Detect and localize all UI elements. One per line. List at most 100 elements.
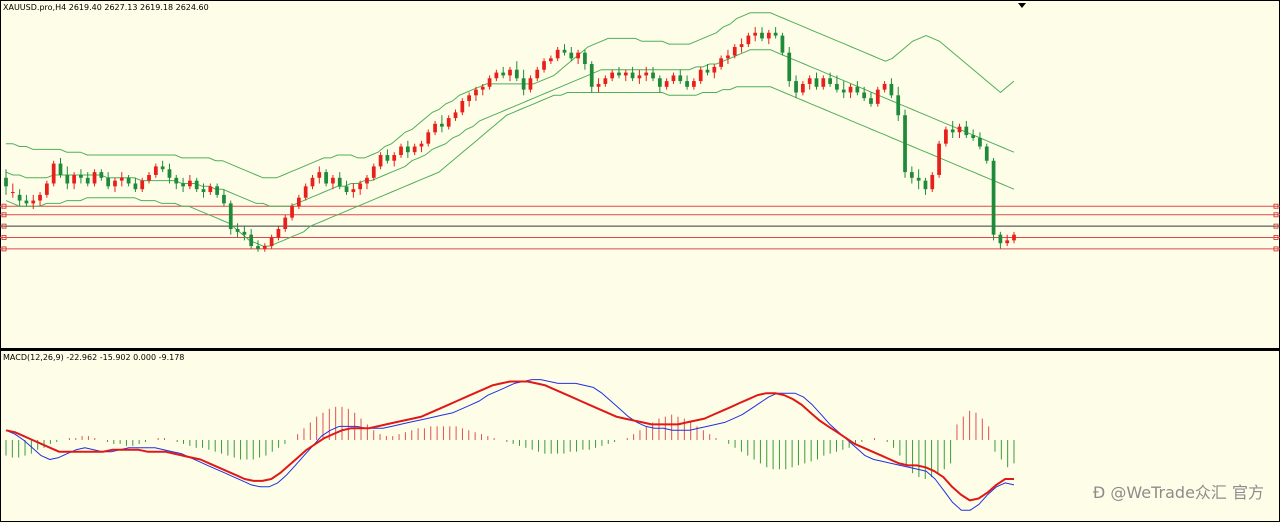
candle-body	[1012, 234, 1016, 241]
candle-body	[692, 81, 696, 87]
candle-body	[228, 203, 233, 229]
candle-body	[256, 246, 260, 249]
candle-body	[773, 32, 778, 36]
level-handle-right[interactable]	[1273, 223, 1279, 229]
level-handle-right[interactable]	[1273, 212, 1279, 218]
candle-body	[657, 78, 662, 87]
candle-body	[215, 186, 220, 195]
candle-body	[426, 132, 431, 144]
price-header: XAUUSD.pro,H4 2619.40 2627.13 2619.18 26…	[3, 3, 209, 13]
candle-body	[113, 180, 117, 187]
candle-body	[474, 89, 478, 96]
candle-body	[412, 146, 417, 153]
candle-body	[787, 52, 792, 82]
candle-body	[937, 143, 941, 175]
candle-body	[726, 55, 730, 59]
candle-body	[222, 194, 226, 204]
candle-body	[31, 200, 36, 204]
candle-body	[4, 177, 8, 187]
candle-body	[623, 72, 628, 76]
candle-body	[24, 200, 29, 204]
level-handle-left[interactable]	[1, 246, 7, 252]
candle-body	[262, 246, 267, 249]
bollinger-middle-line	[5, 49, 1015, 207]
candle-body	[283, 217, 288, 229]
candle-body	[514, 69, 519, 79]
bollinger-lower-line	[5, 86, 1015, 247]
candle-body	[583, 52, 587, 65]
level-handle-left[interactable]	[1, 235, 7, 241]
candle-body	[249, 234, 254, 247]
candle-body	[671, 75, 676, 82]
candle-body	[869, 98, 873, 104]
candle-body	[685, 81, 689, 87]
candle-body	[140, 180, 145, 190]
level-handle-right[interactable]	[1273, 246, 1279, 252]
candle-body	[399, 146, 403, 156]
candle-body	[153, 166, 158, 175]
candle-body	[44, 183, 49, 195]
candle-body	[875, 89, 880, 104]
candle-body	[555, 49, 560, 59]
candle-body	[65, 174, 70, 184]
candle-body	[290, 206, 294, 218]
candle-body	[208, 186, 213, 193]
candle-body	[978, 137, 982, 147]
candle-body	[800, 83, 805, 93]
level-handle-left[interactable]	[1, 223, 7, 229]
candle-body	[494, 72, 499, 79]
candle-body	[310, 177, 315, 187]
candle-body	[991, 160, 996, 235]
candle-body	[38, 194, 42, 201]
candle-body	[889, 83, 894, 96]
candle-body	[835, 83, 839, 90]
candle-body	[971, 135, 976, 138]
candle-body	[99, 172, 104, 178]
candle-body	[467, 95, 472, 102]
candle-body	[371, 166, 376, 178]
candle-body	[296, 197, 301, 207]
triangle-down-icon[interactable]	[1018, 3, 1026, 8]
candle-body	[562, 49, 567, 53]
macd-line	[5, 379, 1015, 511]
candle-body	[719, 58, 724, 67]
candle-body	[603, 78, 608, 84]
candle-body	[705, 69, 710, 73]
candle-body	[916, 177, 921, 181]
macd-values: -22.962 -15.902 0.000 -9.178	[66, 353, 185, 362]
candle-body	[378, 155, 383, 167]
candle-body	[909, 172, 914, 178]
candle-body	[807, 78, 812, 84]
candle-body	[521, 78, 526, 90]
candle-body	[841, 89, 846, 93]
candle-body	[480, 86, 485, 90]
candle-body	[766, 32, 771, 39]
candle-body	[630, 72, 635, 79]
level-handle-right[interactable]	[1273, 203, 1279, 209]
candle-body	[126, 177, 131, 184]
candle-body	[814, 78, 819, 87]
candle-body	[317, 172, 322, 178]
candle-body	[739, 44, 744, 47]
candle-body	[358, 183, 363, 190]
level-handle-right[interactable]	[1273, 235, 1279, 241]
level-handle-left[interactable]	[1, 212, 7, 218]
candle-body	[453, 112, 458, 119]
candle-body	[855, 86, 860, 93]
candle-body	[72, 174, 76, 184]
candle-body	[446, 118, 451, 127]
candle-body	[637, 75, 642, 79]
candle-body	[10, 192, 15, 194]
candle-body	[440, 123, 444, 127]
level-handle-left[interactable]	[1, 203, 7, 209]
candle-body	[957, 126, 962, 133]
candle-body	[433, 123, 437, 133]
candle-body	[828, 78, 832, 84]
candle-body	[119, 177, 124, 181]
candle-body	[201, 189, 206, 193]
candle-body	[181, 183, 185, 187]
macd-label: MACD(12,26,9)	[3, 353, 64, 362]
candle-body	[405, 146, 410, 153]
